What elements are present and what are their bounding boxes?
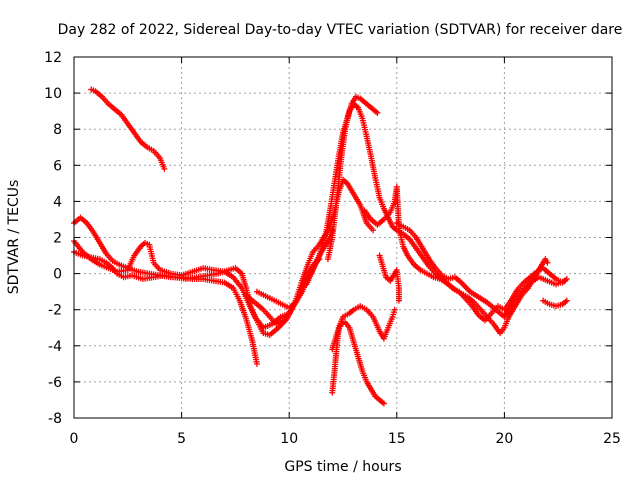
x-tick-label: 15	[388, 431, 406, 447]
y-tick-label: -8	[48, 411, 62, 427]
y-tick-label: -4	[48, 339, 62, 355]
chart-title: Day 282 of 2022, Sidereal Day-to-day VTE…	[58, 22, 623, 38]
x-tick-label: 5	[177, 431, 186, 447]
data-point	[391, 306, 398, 313]
series-arc-scatter-mid	[376, 252, 402, 304]
series-arc-peak-b	[324, 100, 551, 337]
y-tick-label: 2	[53, 231, 62, 247]
data-point	[161, 165, 168, 172]
data-point	[380, 400, 387, 407]
series-arc-early-high	[88, 86, 168, 172]
y-tick-label: 0	[53, 267, 62, 283]
data-point	[561, 277, 568, 284]
grid-layer	[74, 57, 612, 418]
data-point	[370, 227, 377, 234]
series-arc-afternoon-b	[393, 220, 568, 320]
data-point	[395, 297, 402, 304]
y-tick-label: -6	[48, 375, 62, 391]
x-tick-label: 25	[603, 431, 621, 447]
data-point	[374, 109, 381, 116]
y-tick-label: -2	[48, 303, 62, 319]
y-tick-label: 8	[53, 122, 62, 138]
series-arc-dip-a	[329, 303, 398, 396]
y-tick-label: 12	[44, 50, 62, 66]
y-tick-label: 4	[53, 194, 62, 210]
data-point	[253, 360, 260, 367]
x-tick-label: 20	[495, 431, 513, 447]
y-tick-label: 10	[44, 86, 62, 102]
y-tick-label: 6	[53, 158, 62, 174]
x-tick-label: 0	[70, 431, 79, 447]
series-arc-afternoon	[361, 183, 570, 324]
y-axis-label: SDTVAR / TECUs	[6, 180, 22, 295]
x-tick-label: 10	[280, 431, 298, 447]
x-axis-label: GPS time / hours	[284, 459, 401, 475]
data-point	[544, 259, 551, 266]
series-arc-late	[540, 297, 570, 310]
data-point	[563, 297, 570, 304]
points-layer	[71, 86, 570, 407]
series-arc-dip-b	[329, 319, 387, 407]
ticks-layer: 0 5 10 15 20 25 -8 -6 -4 -2 0 2 4 6 8 10 12	[44, 50, 621, 447]
